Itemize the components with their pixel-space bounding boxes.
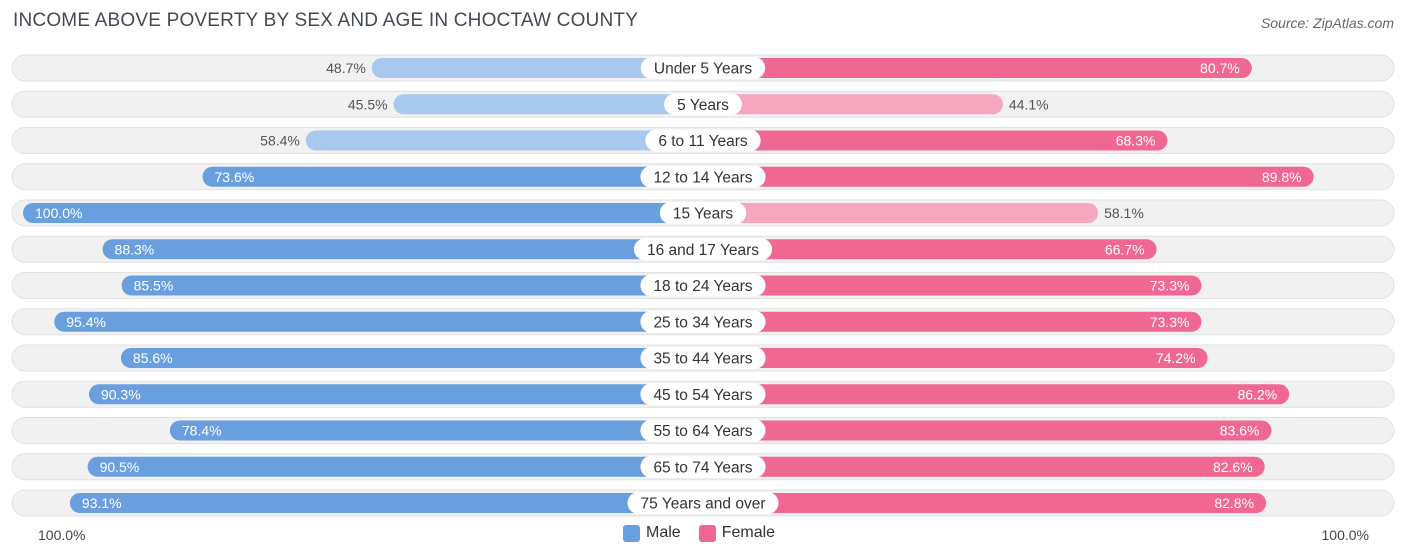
female-bar — [703, 239, 1157, 260]
male-bar — [102, 239, 703, 260]
category-label-pill — [659, 202, 747, 224]
female-bar — [703, 203, 1099, 223]
male-bar — [202, 166, 703, 187]
male-bar — [23, 203, 703, 223]
female-bar — [703, 420, 1272, 441]
male-bar — [87, 456, 704, 477]
female-value-label: 80.7% — [1200, 60, 1240, 76]
male-value-label: 88.3% — [115, 241, 155, 257]
male-bar — [120, 348, 704, 368]
male-bar — [121, 275, 704, 296]
category-label-pill — [640, 383, 766, 406]
female-bar — [703, 94, 1003, 115]
category-label-pill — [664, 93, 742, 116]
male-value-label: 58.4% — [260, 133, 300, 149]
category-label-pill — [640, 310, 766, 333]
source-credit: Source: ZipAtlas.com — [1260, 15, 1394, 31]
male-value-label: 90.5% — [100, 459, 140, 475]
female-value-label: 82.8% — [1214, 495, 1254, 511]
female-value-label: 44.1% — [1009, 96, 1049, 112]
male-bar — [54, 311, 703, 332]
female-bar — [703, 456, 1265, 477]
male-value-label: 85.5% — [134, 278, 174, 294]
category-label-pill — [640, 57, 766, 79]
female-bar — [703, 275, 1202, 296]
category-label: 5 Years — [677, 97, 729, 114]
category-label: 35 to 44 Years — [653, 351, 752, 368]
category-label: 18 to 24 Years — [653, 278, 752, 295]
female-value-label: 73.3% — [1150, 278, 1190, 294]
chart-title: INCOME ABOVE POVERTY BY SEX AND AGE IN C… — [13, 10, 639, 31]
male-value-label: 45.5% — [348, 96, 388, 112]
male-value-label: 85.6% — [133, 350, 173, 366]
category-label: 15 Years — [673, 206, 734, 223]
male-value-label: 73.6% — [215, 169, 255, 185]
legend-label-male: Male — [646, 524, 681, 541]
category-label: 16 and 17 Years — [647, 242, 759, 259]
female-value-label: 82.6% — [1213, 459, 1253, 475]
male-bar — [88, 384, 703, 405]
category-label-pill — [640, 165, 766, 188]
female-value-label: 73.3% — [1150, 314, 1190, 330]
male-bar — [371, 58, 703, 78]
male-value-label: 48.7% — [326, 60, 366, 76]
female-value-label: 58.1% — [1104, 205, 1144, 221]
female-value-label: 86.2% — [1237, 386, 1277, 402]
female-value-label: 68.3% — [1116, 133, 1156, 149]
category-label-pill — [640, 419, 766, 442]
axis-left-label: 100.0% — [38, 527, 86, 543]
category-label: 65 to 74 Years — [653, 459, 752, 476]
category-label-pill — [640, 455, 766, 478]
category-label-pill — [640, 274, 766, 297]
female-value-label: 89.8% — [1262, 169, 1302, 185]
category-label-pill — [627, 492, 779, 514]
male-bar — [305, 130, 703, 151]
legend-item-female: Female — [698, 524, 776, 542]
legend-swatch-male — [623, 524, 640, 542]
female-bar — [703, 166, 1314, 187]
female-value-label: 83.6% — [1220, 423, 1260, 439]
axis-right-label: 100.0% — [1321, 527, 1369, 543]
male-value-label: 78.4% — [182, 423, 222, 439]
female-value-label: 66.7% — [1105, 241, 1145, 257]
female-bar — [703, 384, 1290, 405]
female-bar — [703, 58, 1252, 78]
category-label-pill — [645, 129, 761, 152]
legend-item-male: Male — [623, 524, 681, 542]
male-value-label: 95.4% — [66, 314, 106, 330]
category-label: 12 to 14 Years — [653, 169, 752, 186]
category-label: 55 to 64 Years — [653, 423, 752, 440]
female-value-label: 74.2% — [1156, 350, 1196, 366]
male-bar — [69, 493, 704, 513]
category-label: 45 to 54 Years — [653, 387, 752, 404]
female-bar — [703, 493, 1267, 513]
legend-swatch-female — [698, 524, 716, 542]
category-label: 6 to 11 Years — [658, 133, 748, 150]
female-bar — [703, 130, 1168, 151]
female-bar — [703, 311, 1202, 332]
male-value-label: 90.3% — [101, 386, 141, 402]
male-bar — [169, 420, 703, 441]
legend: Male Female — [623, 524, 793, 542]
category-label: 75 Years and over — [641, 496, 766, 513]
category-label: Under 5 Years — [654, 61, 752, 78]
female-bar — [703, 348, 1208, 368]
male-bar — [393, 94, 703, 115]
male-value-label: 100.0% — [35, 205, 82, 221]
legend-label-female: Female — [721, 524, 776, 541]
category-label: 25 to 34 Years — [653, 314, 752, 331]
category-label-pill — [633, 238, 773, 261]
category-label-pill — [640, 347, 766, 369]
male-value-label: 93.1% — [82, 495, 122, 511]
